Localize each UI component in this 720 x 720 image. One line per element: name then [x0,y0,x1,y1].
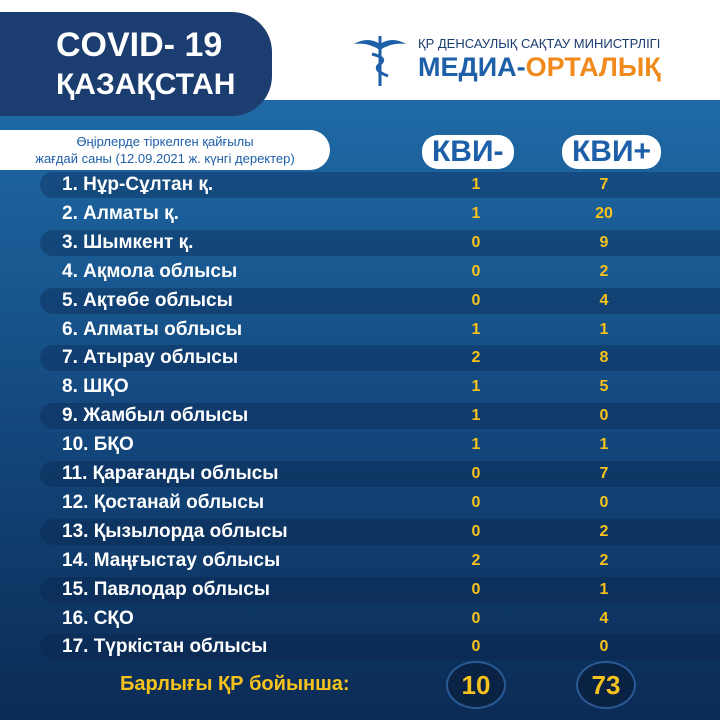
table-row: 8. ШҚО 1 5 [40,374,720,400]
value: 9 [599,233,609,251]
table-row: 6. Алматы облысы 1 1 [40,317,720,343]
region-name: 17. Түркістан облысы [62,636,268,658]
value: 0 [599,493,609,511]
table-row: 15. Павлодар облысы 0 1 [40,576,720,603]
title-box: COVID- 19 ҚАЗАҚСТАН [0,12,272,116]
table-row: 10. БҚО 1 1 [40,432,720,458]
table-row: 3. Шымкент қ. 0 9 [40,229,720,256]
region-name: 3. Шымкент қ. [62,231,194,253]
table-row: 7. Атырау облысы 2 8 [40,345,720,372]
region-name: 8. ШҚО [62,376,129,398]
table-row: 9. Жамбыл облысы 1 0 [40,403,720,430]
total-label: Барлығы ҚР бойынша: [120,673,350,695]
value: 7 [599,176,609,193]
subtitle-line: Өңірлерде тіркелген қайғылы [76,134,254,149]
value: 1 [471,436,481,454]
table-row: 13. Қызылорда облысы 0 2 [40,518,720,545]
table-row: 4. Ақмола облысы 0 2 [40,259,720,285]
region-name: 16. СҚО [62,607,134,629]
value: 1 [599,320,609,338]
value: 0 [471,522,481,540]
value: 0 [471,262,481,280]
value: 7 [599,465,609,482]
value: 1 [471,204,481,222]
subtitle: Өңірлерде тіркелген қайғылы жағдай саны … [0,130,330,170]
value: 2 [599,551,609,569]
region-name: 4. Ақмола облысы [62,260,238,282]
value: 1 [471,176,481,193]
region-name: 11. Қарағанды облысы [62,463,279,484]
region-name: 9. Жамбыл облысы [62,405,249,427]
value: 2 [471,349,481,367]
value: 0 [599,638,609,656]
value: 5 [599,378,609,396]
region-name: 10. БҚО [62,434,134,456]
value: 0 [471,493,481,511]
region-name: 14. Маңғыстау облысы [62,549,281,571]
media-center: МЕДИА-ОРТАЛЫҚ [418,52,661,82]
value: 0 [471,638,481,656]
table-row: 16. СҚО 0 4 [40,606,720,632]
value: 2 [471,551,481,569]
table-row: 5. Ақтөбе облысы 0 4 [40,287,720,314]
subtitle-line: жағдай саны (12.09.2021 ж. күнгі деректе… [35,151,295,166]
value: 1 [471,320,481,338]
table-row: 11. Қарағанды облысы 0 7 [40,461,720,487]
value: 8 [599,349,609,367]
value: 4 [599,609,609,627]
value: 0 [471,609,481,627]
region-name: 1. Нұр-Сұлтан қ. [62,174,214,195]
region-name: 5. Ақтөбе облысы [62,289,233,311]
region-name: 15. Павлодар облысы [62,578,270,600]
value: 1 [471,407,481,425]
ministry: ҚР ДЕНСАУЛЫҚ САҚТАУ МИНИСТРЛІГІ [418,36,661,51]
column-header: КВИ- [422,135,514,169]
logo [354,36,406,86]
region-name: 12. Қостанай облысы [62,491,265,513]
title: ҚАЗАҚСТАН [56,68,236,101]
value: 4 [599,291,609,309]
value: 1 [599,580,609,598]
table-row: 12. Қостанай облысы 0 0 [40,490,720,516]
value: 1 [471,378,481,396]
value: 2 [599,262,609,280]
total-value: 10 [446,661,506,709]
value: 0 [471,233,481,251]
table-row: 2. Алматы қ. 1 20 [40,201,720,227]
value: 20 [595,204,613,222]
title: COVID- 19 [56,26,223,64]
table-row: 14. Маңғыстау облысы 2 2 [40,548,720,574]
region-name: 2. Алматы қ. [62,202,179,224]
value: 1 [599,436,609,454]
region-name: 7. Атырау облысы [62,347,239,369]
region-name: 6. Алматы облысы [62,318,243,340]
column-header: КВИ+ [562,135,662,169]
total-value: 73 [576,661,636,709]
value: 0 [471,580,481,598]
region-name: 13. Қызылорда облысы [62,520,288,542]
value: 2 [599,522,609,540]
value: 0 [471,291,481,309]
value: 0 [471,465,481,482]
table-row: 17. Түркістан облысы 0 0 [40,634,720,661]
value: 0 [599,407,609,425]
table-row: 1. Нұр-Сұлтан қ. 1 7 [40,172,720,198]
